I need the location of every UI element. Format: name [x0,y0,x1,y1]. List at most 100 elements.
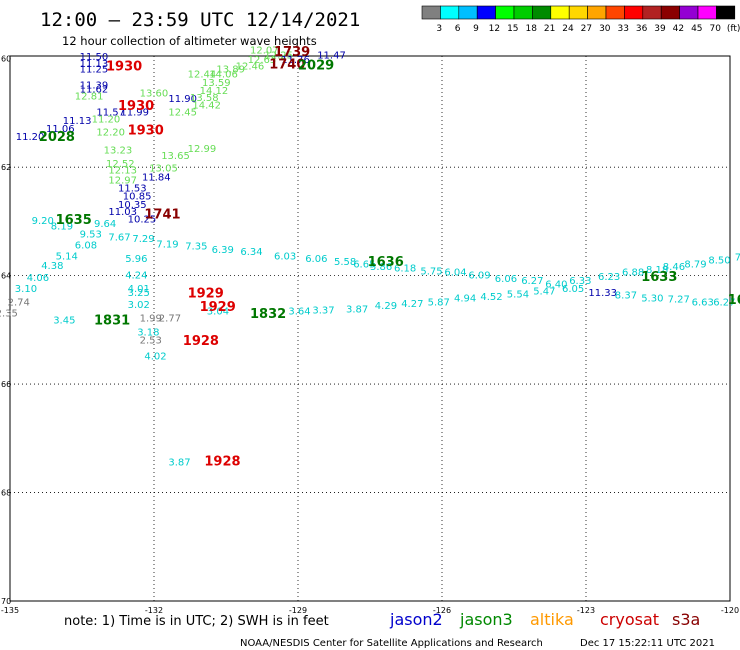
wave-height-label: 7.67 [108,232,130,243]
wave-height-label: 12.52 [106,159,135,170]
pass-time-label: 1930 [118,99,154,114]
wave-height-label: 6.88 [622,268,644,279]
wave-height-label: 8.46 [663,262,685,273]
satellite-legend: jason2 jason3 altika cryosat s3a [389,610,700,629]
wave-height-label: 3.18 [137,327,159,338]
wave-height-label: 5.54 [507,289,529,300]
wave-height-label: 7.27 [668,295,690,306]
wave-height-label: 11.90 [168,94,197,105]
wave-height-label: 8.50 [708,256,730,267]
wave-height-label: 5.58 [334,257,356,268]
wave-height-label: 3.64 [288,307,310,318]
wave-height-label: 7.09 [735,252,740,263]
pass-time-label: 1831 [94,313,130,328]
wave-height-label: 12.45 [168,108,197,119]
wave-height-label: 11.76 [281,55,310,66]
wave-height-label: 5.86 [370,262,392,273]
lon-tick-label: -135 [1,606,19,615]
wave-height-label: 11.47 [317,51,346,62]
wave-height-label: 12.44 [188,70,217,81]
lat-tick-label: 64 [1,272,11,281]
wave-height-label: 3.87 [346,305,368,316]
wave-height-label: 11.57 [96,108,125,119]
wave-height-label: 4.27 [401,299,423,310]
satellite-cryosat-label: cryosat [600,610,659,629]
map-frame [9,55,731,602]
wave-height-label: 14.12 [200,86,229,97]
wave-height-label: 5.75 [420,267,442,278]
wave-height-label: 11.33 [588,288,617,299]
wave-height-label: 8.37 [615,290,637,301]
wave-height-label: 6.04 [444,268,466,279]
wave-height-label: 6.27 [713,297,735,308]
legend-swatch [458,5,478,20]
legend-swatch [532,5,552,20]
satellite-jason2-label: jason2 [389,610,443,629]
legend-swatch [550,5,570,20]
legend-label: 42 [673,24,684,34]
wave-height-label: 12.07 [250,45,279,56]
legend-swatch [642,5,662,20]
lon-tick-label: -126 [433,606,451,615]
wave-height-label: 5.87 [428,297,450,308]
wave-height-label: 7.35 [185,242,207,253]
wave-height-label: 13.58 [190,93,219,104]
wave-height-label: 13.23 [104,146,133,157]
pass-time-label: 2028 [39,130,75,145]
wave-height-label: 11.03 [108,207,137,218]
satellite-altika-label: altika [530,610,574,629]
wave-height-label: 14.42 [192,101,221,112]
wave-height-label: 11.20 [16,132,45,143]
wave-height-label: 12.20 [96,128,125,139]
pass-time-label: 1930 [106,60,142,75]
wave-height-label: 13.60 [140,89,169,100]
wave-height-label: 12.99 [188,144,217,155]
pass-time-label: 1929 [188,286,224,301]
wave-height-label: 5.14 [56,251,78,262]
wave-height-label: 5.47 [533,287,555,298]
wave-height-label: 6.39 [212,245,234,256]
wave-height-label: 6.40 [545,280,567,291]
wave-height-label: 3.37 [312,306,334,317]
wave-height-label: 4.06 [27,273,49,284]
wave-height-label: 3.45 [53,315,75,326]
wave-height-label: 11.39 [80,81,109,92]
pass-time-label: 1633 [641,270,677,285]
legend-label: 9 [473,24,479,34]
legend-swatch [568,5,588,20]
pass-time-label: 1832 [250,307,286,322]
legend-label: 12 [489,24,500,34]
lon-tick-label: -120 [721,606,739,615]
wave-height-label: 9.20 [32,216,54,227]
lat-tick-label: 70 [1,597,11,606]
wave-height-label: 6.03 [274,251,296,262]
legend-swatch [476,5,496,20]
wave-height-label: 6.27 [521,276,543,287]
legend-label: 33 [617,24,628,34]
wave-height-label: 3.04 [207,307,229,318]
pass-time-label: 1930 [128,124,164,139]
pass-time-label: 1929 [200,300,236,315]
legend-label: 39 [654,24,666,34]
legend-swatch [421,5,441,20]
satellite-s3a-label: s3a [672,610,700,629]
wave-height-label: 12.46 [236,62,265,73]
wave-height-label: 11.13 [63,116,92,127]
page-title: 12:00 – 23:59 UTC 12/14/2021 [40,9,360,31]
wave-height-label: 11.13 [80,59,109,70]
legend-label: 21 [544,24,555,34]
legend-label: 15 [507,24,518,34]
satellite-jason3-label: jason3 [459,610,513,629]
legend-swatch [660,5,680,20]
wave-height-label: 12.63 [248,55,277,66]
wave-height-label: 4.52 [480,292,502,303]
wave-height-label: 5.30 [641,294,663,305]
footer-note: note: 1) Time is in UTC; 2) SWH is in fe… [64,614,329,629]
legend-label: 27 [581,24,592,34]
legend-label: 30 [599,24,611,34]
wave-height-label: 1.99 [140,314,162,325]
wave-height-label: 9.64 [94,219,116,230]
